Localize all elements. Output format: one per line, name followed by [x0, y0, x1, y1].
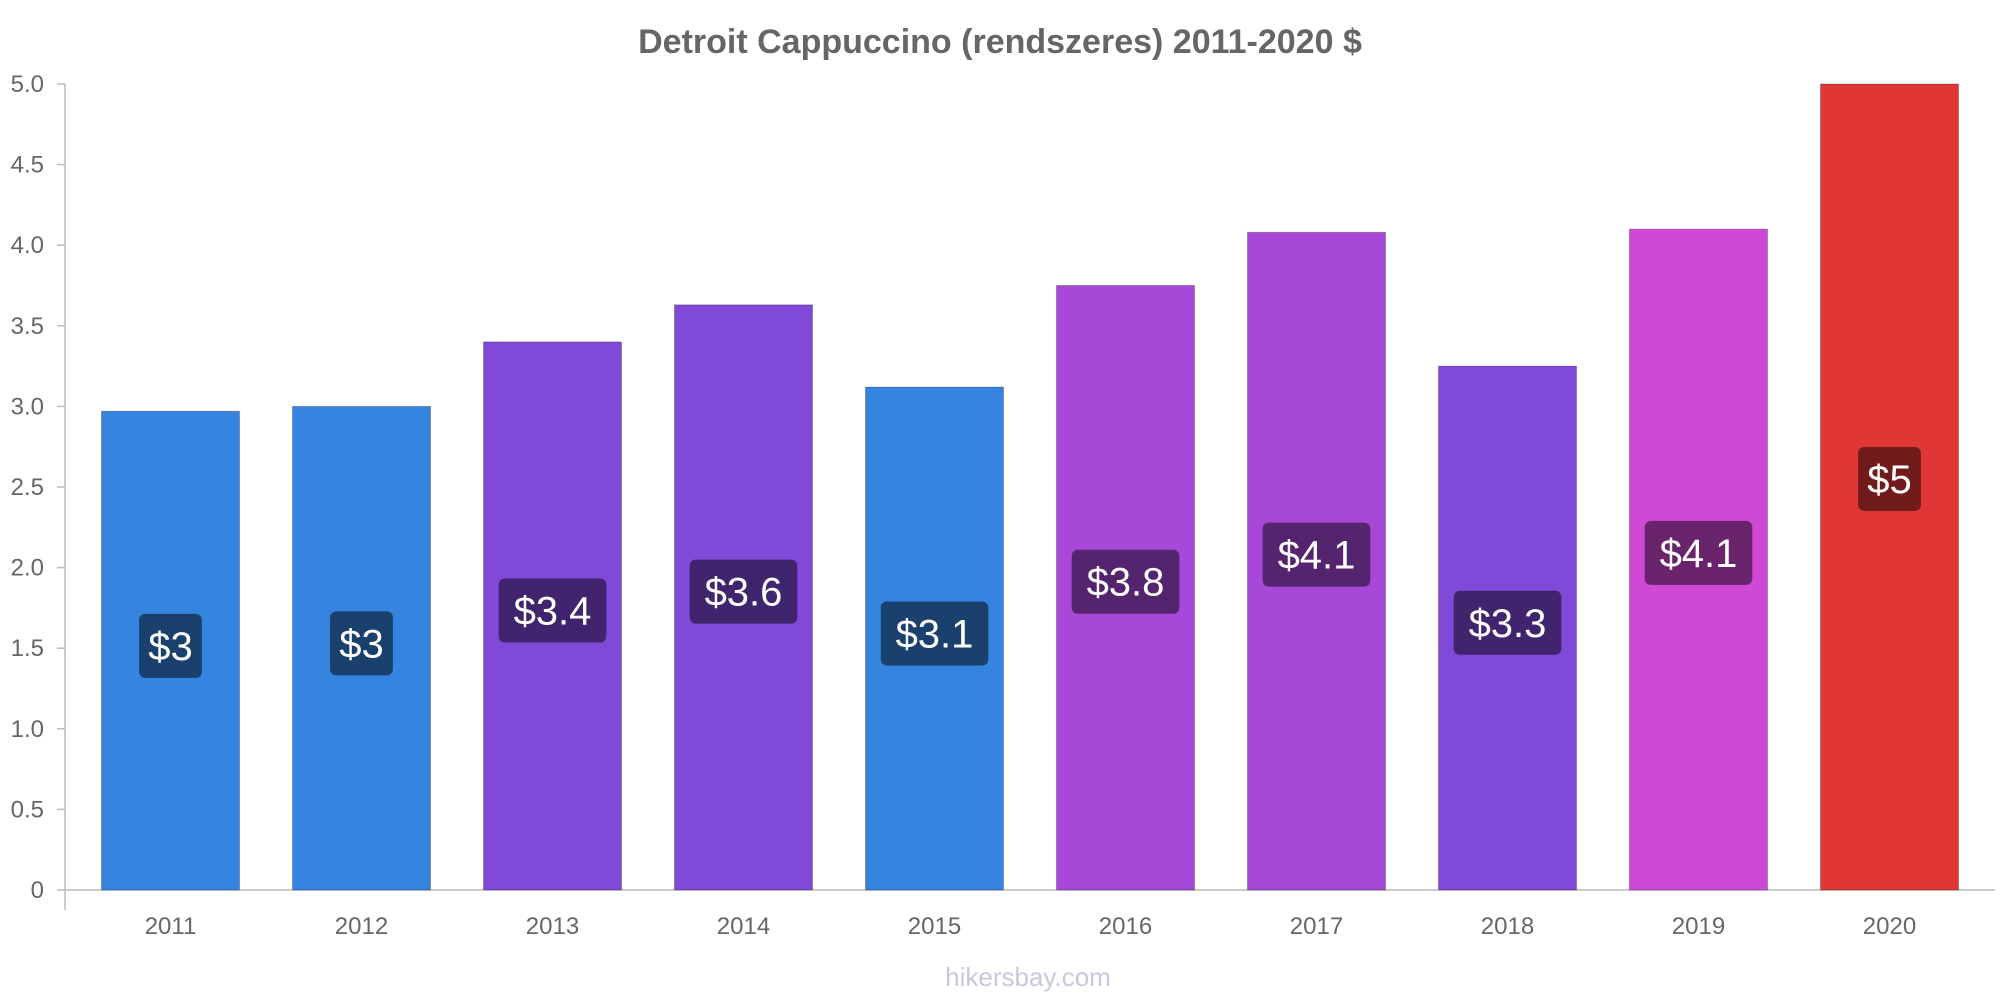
y-tick-label: 2.0: [11, 555, 44, 582]
data-label-box: [1644, 520, 1753, 585]
x-tick-label: 2011: [145, 913, 197, 940]
y-axis-ticks: 0 0.5 1.0 1.5 2.0 2.5 3.0 3.5 4.0 4.5 5.0: [11, 71, 65, 904]
data-label-box: [330, 611, 393, 676]
y-tick-label: 3.5: [11, 313, 44, 340]
x-tick-label: 2016: [1099, 913, 1152, 940]
data-label-box: [1858, 446, 1921, 511]
data-label-box: [880, 601, 989, 666]
y-tick-label: 1.0: [11, 716, 44, 743]
x-tick-label: 2012: [335, 913, 388, 940]
x-axis-ticks: 2011 2012 2013 2014 2015 2016 2017 2018 2019 2020: [145, 913, 1917, 940]
y-tick-label: 2.5: [11, 474, 44, 501]
data-label: $3.6: [705, 571, 783, 615]
y-tick-label: 4.0: [11, 232, 44, 259]
x-tick-label: 2015: [908, 913, 961, 940]
x-tick-label: 2018: [1481, 913, 1534, 940]
data-label: $3.4: [514, 589, 592, 633]
x-tick-label: 2014: [717, 913, 770, 940]
data-label: $3.1: [896, 612, 974, 656]
data-label-box: [1071, 549, 1180, 614]
y-tick-label: 4.5: [11, 152, 44, 179]
x-tick-label: 2013: [526, 913, 579, 940]
y-tick-label: 0.5: [11, 796, 44, 823]
data-label: $3: [339, 622, 384, 666]
data-label-box: [689, 559, 798, 624]
watermark: hikersbay.com: [945, 962, 1111, 992]
y-tick-label: 3.0: [11, 393, 44, 420]
x-tick-label: 2019: [1672, 913, 1725, 940]
data-label-box: [139, 613, 202, 678]
y-tick-label: 5.0: [11, 71, 44, 98]
data-label-box: [1453, 590, 1562, 655]
x-tick-label: 2020: [1863, 913, 1916, 940]
y-tick-label: 0: [31, 877, 44, 904]
data-label: $5: [1867, 458, 1912, 502]
data-label-box: [1262, 522, 1371, 587]
data-label: $4.1: [1660, 532, 1738, 576]
data-label: $4.1: [1278, 534, 1356, 578]
data-label-box: [498, 578, 607, 643]
y-tick-label: 1.5: [11, 635, 44, 662]
data-label: $3.8: [1087, 561, 1165, 605]
data-label: $3: [148, 625, 193, 669]
x-tick-label: 2017: [1290, 913, 1343, 940]
data-label: $3.3: [1469, 602, 1547, 646]
bars: $3 $3 $3.4 $3.6 $3.1 $3.8 $4.1 $3.3 $4.1 $5: [101, 83, 1959, 891]
chart-title: Detroit Cappuccino (rendszeres) 2011-202…: [638, 23, 1362, 61]
